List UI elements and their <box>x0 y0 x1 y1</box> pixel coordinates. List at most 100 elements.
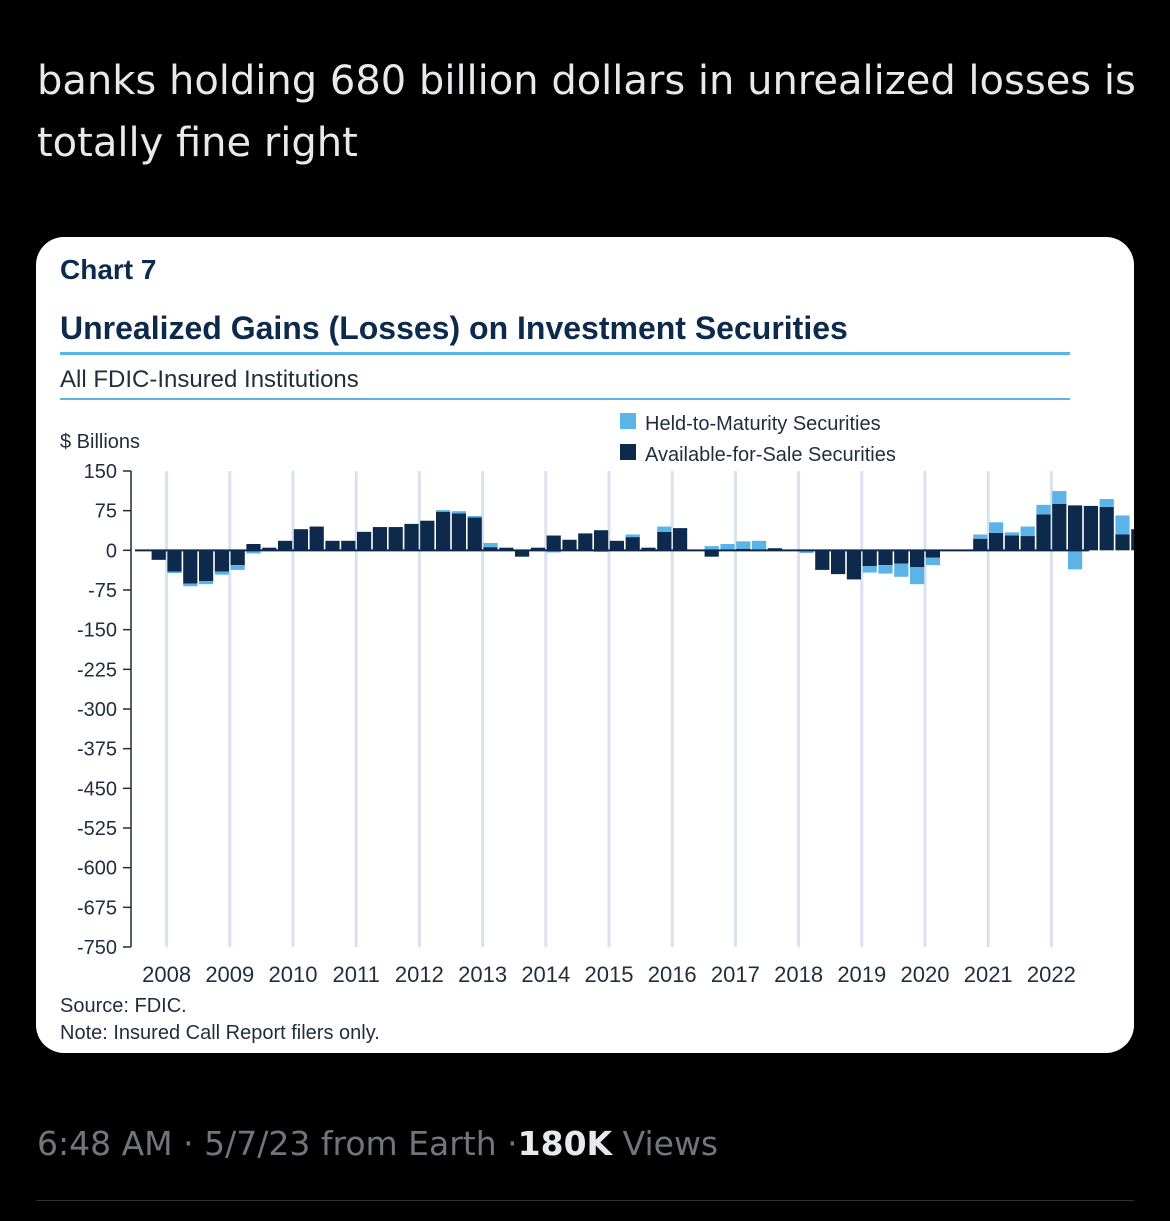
bar-htm <box>199 581 214 585</box>
chart-label: Chart 7 <box>60 254 156 285</box>
x-tick-label: 2013 <box>458 962 507 987</box>
bar-afs <box>436 511 451 551</box>
bar-afs <box>657 531 672 551</box>
y-tick-label: -450 <box>77 778 117 800</box>
bar-afs <box>467 517 482 551</box>
chart-title: Unrealized Gains (Losses) on Investment … <box>60 310 848 346</box>
x-tick-label: 2015 <box>585 962 634 987</box>
y-tick-label: -600 <box>77 858 117 880</box>
tweet-text: banks holding 680 billion dollars in unr… <box>37 58 1136 166</box>
bar-afs <box>704 550 719 557</box>
y-axis-label: $ Billions <box>60 431 140 453</box>
tweet-date[interactable]: 5/7/23 <box>204 1124 311 1163</box>
bar-afs <box>562 539 577 551</box>
bar-afs <box>230 550 245 566</box>
x-tick-label: 2008 <box>142 962 191 987</box>
bar-afs <box>151 550 166 560</box>
bar-afs <box>451 513 466 551</box>
x-tick-label: 2022 <box>1027 962 1076 987</box>
bar-htm <box>183 583 198 587</box>
bar-afs <box>199 550 214 582</box>
x-tick-label: 2009 <box>205 962 254 987</box>
y-tick-label: -675 <box>77 897 117 919</box>
bar-htm <box>230 565 245 570</box>
x-tick-label: 2018 <box>774 962 823 987</box>
bar-afs <box>515 550 530 557</box>
bar-htm <box>625 534 640 538</box>
bar-afs <box>815 550 830 570</box>
bar-afs <box>246 543 261 551</box>
bar-afs <box>578 533 593 551</box>
bar-afs <box>894 550 909 564</box>
bar-htm <box>910 567 925 585</box>
bar-htm <box>546 550 561 553</box>
divider <box>36 1200 1134 1201</box>
bar-afs <box>1115 534 1130 551</box>
bar-htm <box>1020 526 1035 537</box>
bar-htm <box>1115 515 1130 535</box>
views-label: Views <box>622 1124 719 1163</box>
bar-afs <box>925 550 940 558</box>
bar-afs <box>262 547 277 551</box>
bar-afs <box>625 537 640 551</box>
bar-htm <box>657 526 672 532</box>
bar-afs <box>278 540 293 551</box>
bar-htm <box>467 515 482 518</box>
tweet-media-chart[interactable]: Chart 7 Unrealized Gains (Losses) on Inv… <box>36 237 1134 1053</box>
bar-htm <box>989 522 1004 533</box>
x-tick-label: 2014 <box>521 962 570 987</box>
meta-separator: · <box>183 1124 194 1163</box>
y-tick-label: -75 <box>88 580 117 602</box>
bar-afs <box>594 530 609 551</box>
bar-afs <box>325 540 340 551</box>
legend-afs-swatch <box>620 444 636 460</box>
bar-afs <box>420 520 435 551</box>
x-tick-label: 2010 <box>269 962 318 987</box>
x-tick-label: 2012 <box>395 962 444 987</box>
x-tick-label: 2019 <box>837 962 886 987</box>
legend-htm-label: Held-to-Maturity Securities <box>645 413 881 435</box>
y-tick-label: -300 <box>77 699 117 721</box>
bar-htm <box>973 534 988 539</box>
x-tick-label: 2020 <box>901 962 950 987</box>
bar-htm <box>483 542 498 548</box>
bar-htm <box>1036 504 1051 515</box>
views-count[interactable]: 180K <box>517 1124 613 1163</box>
bar-htm <box>862 566 877 573</box>
bar-htm <box>1099 499 1114 507</box>
legend-htm-swatch <box>620 413 636 429</box>
bar-afs <box>878 550 893 566</box>
bar-htm <box>720 543 735 551</box>
bar-afs <box>1068 505 1083 551</box>
legend-afs-label: Available-for-Sale Securities <box>645 444 896 466</box>
bar-htm <box>925 557 940 566</box>
y-tick-label: 75 <box>95 501 117 523</box>
y-tick-label: 0 <box>106 540 117 562</box>
bar-htm <box>799 550 814 553</box>
bar-afs <box>499 547 514 551</box>
y-tick-label: -375 <box>77 739 117 761</box>
chart-note: Note: Insured Call Report filers only. <box>60 1022 380 1044</box>
tweet-source: from Earth <box>320 1124 497 1163</box>
chart-subtitle: All FDIC-Insured Institutions <box>60 366 359 393</box>
bar-htm <box>246 550 261 554</box>
bar-htm <box>704 546 719 551</box>
bar-afs <box>183 550 198 584</box>
bar-afs <box>1036 514 1051 551</box>
title-rule <box>60 352 1070 355</box>
bar-afs <box>372 527 387 551</box>
bar-afs <box>831 550 846 575</box>
bar-afs <box>1099 506 1114 551</box>
bar-afs <box>609 540 624 551</box>
bar-htm <box>752 540 767 551</box>
meta-separator: · <box>507 1124 518 1163</box>
bar-afs <box>530 547 545 551</box>
bar-afs <box>1004 535 1019 551</box>
bar-afs <box>641 547 656 551</box>
bar-htm <box>894 563 909 577</box>
bar-htm <box>1052 491 1067 504</box>
bar-afs <box>214 550 229 572</box>
bar-afs <box>357 531 372 551</box>
tweet-meta: 6:48 AM · 5/7/23 from Earth ·180K Views <box>37 1124 718 1163</box>
tweet-time[interactable]: 6:48 AM <box>37 1124 173 1163</box>
